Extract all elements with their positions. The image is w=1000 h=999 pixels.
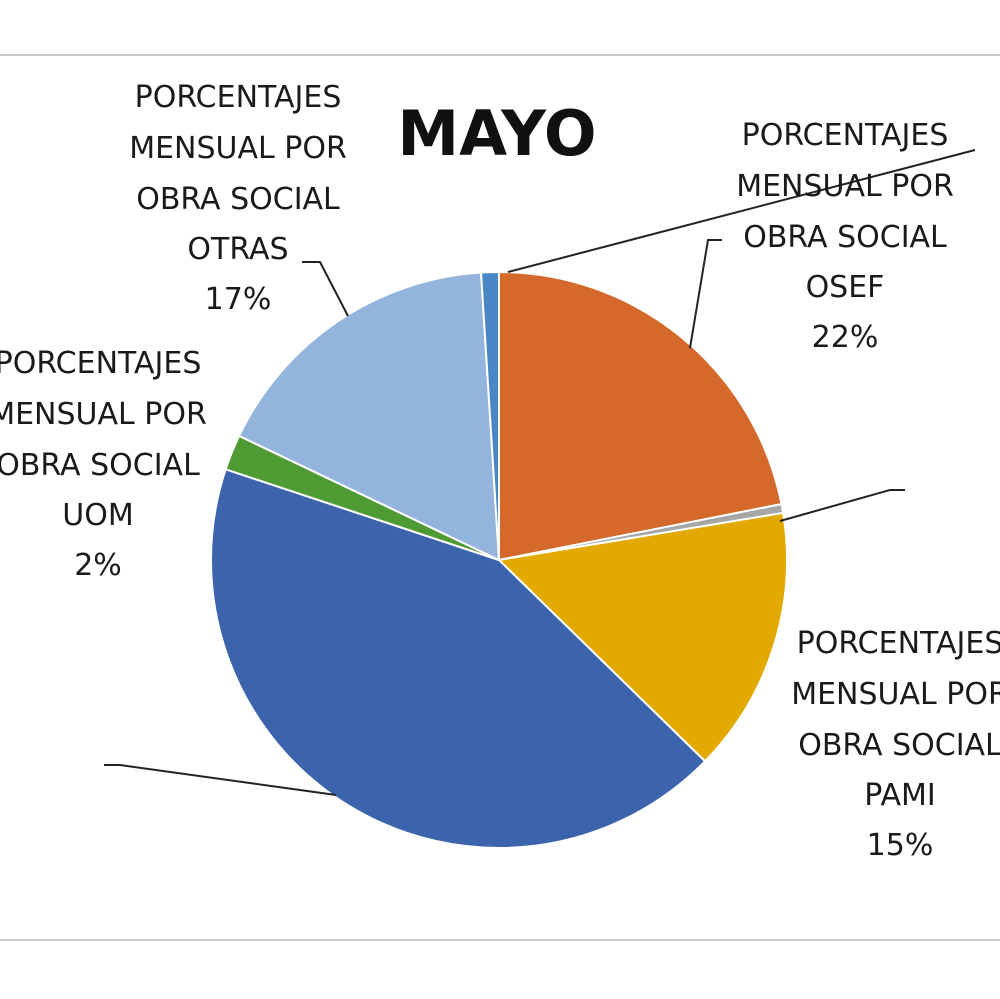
leader-lines — [104, 149, 976, 796]
label-otras-line3: OBRA SOCIAL — [136, 182, 340, 217]
pie-slice-osef — [498, 270, 783, 562]
pie-slice-pami — [496, 511, 788, 763]
label-otras-name: OTRAS — [187, 232, 288, 267]
label-uom-name: UOM — [62, 498, 133, 533]
label-pami-name: PAMI — [864, 778, 935, 813]
leader-line-osef — [689, 239, 722, 349]
label-pami-line1: PORCENTAJES — [797, 626, 1000, 661]
pie-slices — [210, 270, 788, 849]
label-otras-line2: MENSUAL POR — [129, 131, 347, 166]
label-otras: PORCENTAJES MENSUAL POR OBRA SOCIAL OTRA… — [129, 80, 347, 317]
pie-slice-unlabeled-3 — [210, 468, 707, 849]
label-uom-line3: OBRA SOCIAL — [0, 448, 200, 483]
label-otras-percent: 17% — [205, 282, 272, 317]
label-osef-line3: OBRA SOCIAL — [743, 220, 947, 255]
leader-line-tiny-slice — [507, 149, 976, 273]
label-uom-percent: 2% — [74, 548, 122, 583]
label-pami-line2: MENSUAL POR — [791, 677, 1000, 712]
label-uom-line1: PORCENTAJES — [0, 346, 201, 381]
label-uom: PORCENTAJES MENSUAL POR OBRA SOCIAL UOM … — [0, 346, 207, 583]
leader-line-gray-slice — [779, 489, 905, 522]
label-otras-line1: PORCENTAJES — [135, 80, 342, 115]
label-osef-line1: PORCENTAJES — [742, 118, 949, 153]
label-osef-percent: 22% — [812, 320, 879, 355]
label-pami: PORCENTAJES MENSUAL POR OBRA SOCIAL PAMI… — [791, 626, 1000, 863]
label-osef-line2: MENSUAL POR — [736, 169, 954, 204]
leader-line-blue-slice — [104, 764, 337, 796]
label-pami-percent: 15% — [867, 828, 934, 863]
label-uom-line2: MENSUAL POR — [0, 397, 207, 432]
label-pami-line3: OBRA SOCIAL — [798, 728, 1000, 763]
pie-slice-unlabeled-6 — [479, 270, 500, 561]
chart-title: MAYO — [397, 97, 596, 170]
label-osef: PORCENTAJES MENSUAL POR OBRA SOCIAL OSEF… — [736, 118, 954, 355]
label-osef-name: OSEF — [806, 270, 885, 305]
leader-line-otras — [302, 261, 349, 317]
pie-slice-otras — [237, 271, 501, 562]
